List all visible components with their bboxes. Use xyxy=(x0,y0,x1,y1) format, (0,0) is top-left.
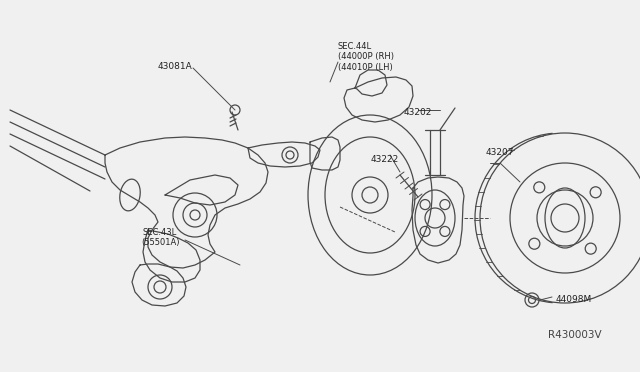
Text: R430003V: R430003V xyxy=(548,330,602,340)
Text: 43222: 43222 xyxy=(371,155,399,164)
Text: 44098M: 44098M xyxy=(556,295,592,304)
Text: 43207: 43207 xyxy=(486,148,515,157)
Text: 43202: 43202 xyxy=(404,108,432,117)
Text: 43081A: 43081A xyxy=(157,62,193,71)
Text: SEC.44L
(44000P (RH)
(44010P (LH): SEC.44L (44000P (RH) (44010P (LH) xyxy=(338,42,394,72)
Text: SEC.43L
(55501A): SEC.43L (55501A) xyxy=(141,228,179,247)
